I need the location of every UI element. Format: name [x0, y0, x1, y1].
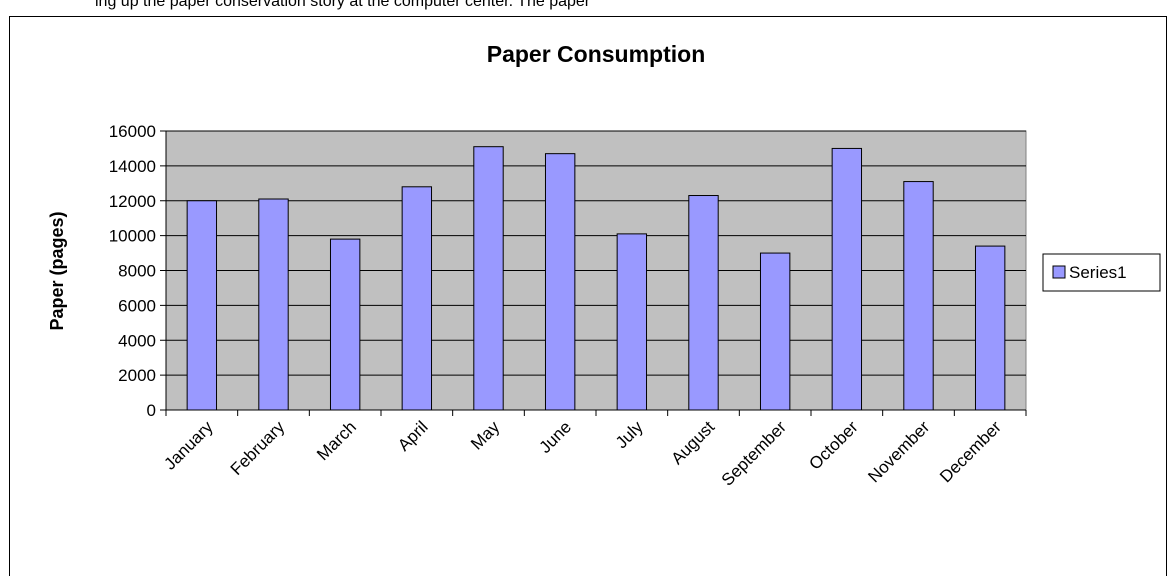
x-tick-label: February	[227, 417, 289, 479]
x-tick-label: December	[936, 417, 1005, 486]
x-tick-label: May	[467, 417, 503, 453]
x-tick-label: June	[535, 417, 575, 457]
axes	[160, 130, 1027, 416]
x-tick-label: November	[864, 417, 933, 486]
x-tick-label: April	[394, 417, 431, 454]
y-tick-label: 2000	[118, 366, 156, 385]
x-tick-label: January	[160, 417, 217, 474]
bar-july	[616, 233, 648, 411]
bar-april	[401, 186, 433, 411]
y-tick-label: 0	[147, 401, 156, 420]
y-tick-labels: 0 2000 4000 6000 8000 10000 12000 14000 16000	[109, 122, 156, 420]
x-tick-label: September	[718, 417, 790, 489]
y-tick-label: 8000	[118, 262, 156, 281]
y-tick-label: 4000	[118, 331, 156, 350]
x-tick-label: October	[805, 417, 861, 473]
y-tick-label: 12000	[109, 192, 156, 211]
bar-october	[831, 147, 863, 411]
legend-swatch	[1052, 265, 1066, 279]
bar-may	[473, 146, 504, 411]
x-tick-label: March	[313, 417, 360, 464]
bar-february	[258, 198, 289, 411]
x-tick-labels: January February March April May June July Augu…	[160, 417, 1005, 490]
chart-title: Paper Consumption	[487, 41, 706, 67]
y-tick-label: 10000	[109, 227, 156, 246]
bar-november	[903, 181, 934, 411]
x-tick-label: July	[612, 417, 647, 452]
gridlines	[166, 130, 1026, 376]
caption-text-fragment: ing up the paper conservation story at t…	[95, 0, 591, 10]
y-tick-label: 14000	[109, 157, 156, 176]
legend: Series1	[1042, 253, 1161, 292]
bar-march	[329, 238, 361, 411]
y-tick-label: 6000	[118, 296, 156, 315]
bars	[186, 146, 1006, 411]
bar-january	[186, 200, 218, 411]
bar-august	[688, 195, 719, 411]
bar-june	[544, 153, 576, 411]
y-tick-label: 16000	[109, 122, 156, 141]
bar-september	[759, 252, 791, 411]
y-axis-label: Paper (pages)	[47, 211, 67, 330]
bar-chart: Paper Consumption 0 2000 4000 6000 8000 10000…	[47, 41, 1161, 490]
legend-series-label: Series1	[1069, 263, 1127, 282]
x-tick-label: August	[667, 417, 718, 468]
bar-december	[974, 245, 1006, 411]
